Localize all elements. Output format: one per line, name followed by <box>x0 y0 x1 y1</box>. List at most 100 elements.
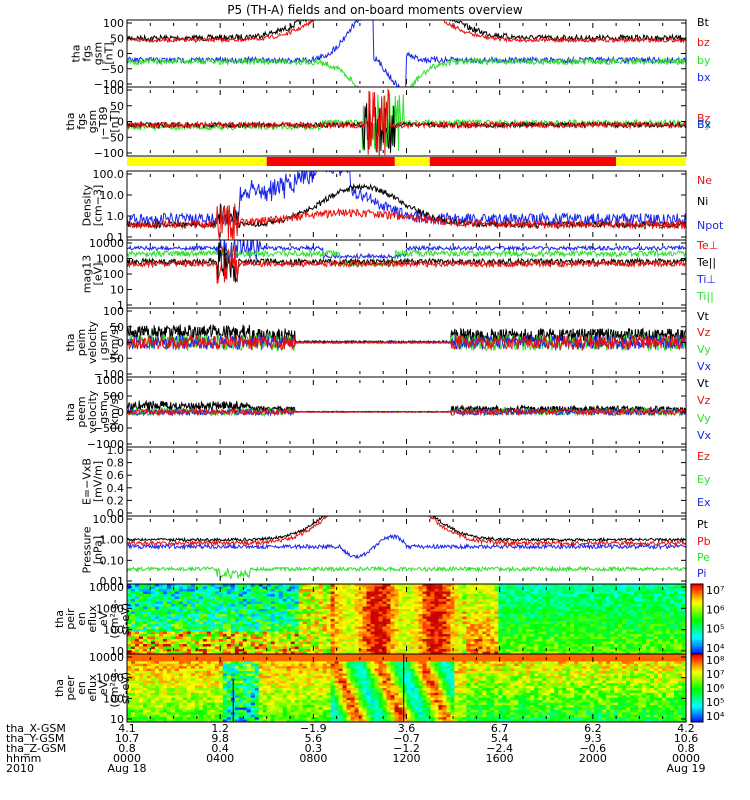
spectrogram-cell <box>534 629 539 633</box>
spectrogram-cell <box>638 591 643 595</box>
spectrogram-cell <box>386 624 392 628</box>
spectrogram-cell <box>386 604 392 608</box>
spectrogram-cell <box>218 636 224 640</box>
spectrogram-cell <box>498 594 503 598</box>
spectrogram-cell <box>434 636 440 640</box>
spectrogram-cell <box>358 629 364 633</box>
spectrogram-cell <box>254 649 260 653</box>
spectrogram-cell <box>226 619 232 623</box>
spectrogram-cell <box>402 646 408 650</box>
spectrogram-cell <box>462 634 467 638</box>
spectrogram-cell <box>382 631 388 635</box>
spectrogram-cell <box>358 614 364 618</box>
spectrogram-cell <box>138 678 144 682</box>
spectrogram-cell <box>518 634 523 638</box>
spectrogram-cell <box>642 584 647 588</box>
spectrogram-cell <box>186 646 192 650</box>
spectrogram-cell <box>374 651 380 654</box>
spectrogram-cell <box>442 594 448 598</box>
spectrogram-cell <box>594 621 599 625</box>
spectrogram-cell <box>630 614 635 618</box>
spectrogram-cell <box>642 611 647 615</box>
spectrogram-cell <box>490 629 495 633</box>
spectrogram-cell <box>578 594 583 598</box>
spectrogram-cell <box>202 616 208 620</box>
legend-Vy: Vy <box>697 412 711 425</box>
spectrogram-cell <box>142 705 148 709</box>
spectrogram-cell <box>338 624 344 628</box>
spectrogram-cell <box>650 651 655 654</box>
spectrogram-cell <box>166 606 172 610</box>
spectrogram-cell <box>498 649 503 653</box>
spectrogram-cell <box>670 651 675 654</box>
spectrogram-cell <box>214 616 220 620</box>
spectrogram-cell <box>322 591 328 595</box>
spectrogram-cell <box>250 629 256 633</box>
spectrogram-cell <box>214 624 220 628</box>
spectrogram-cell <box>546 629 551 633</box>
spectrogram-cell <box>238 619 244 623</box>
spectrogram-cell <box>310 619 316 623</box>
legend-Vt: Vt <box>697 377 710 390</box>
spectrogram-cell <box>458 601 463 605</box>
spectrogram-cell <box>354 611 360 615</box>
spectrogram-cell <box>622 649 627 653</box>
spectrogram-cell <box>602 626 607 630</box>
spectrogram-cell <box>342 586 348 590</box>
spectrogram-cell <box>274 584 280 588</box>
spectrogram-cell <box>594 646 599 650</box>
spectrogram-cell <box>482 649 487 653</box>
spectrogram-cell <box>482 589 487 593</box>
spectrogram-cell <box>162 624 168 628</box>
spectrogram-cell <box>318 601 324 605</box>
spectrogram-cell <box>582 599 587 603</box>
series-Vz <box>127 334 686 352</box>
spectrogram-cell <box>490 609 495 613</box>
spectrogram-cell <box>518 641 523 645</box>
spectrogram-cell <box>566 604 571 608</box>
spectrogram-cell <box>654 596 659 600</box>
spectrogram-cell <box>614 609 619 613</box>
spectrogram-cell <box>406 584 412 588</box>
spectrogram-cell <box>446 616 452 620</box>
spectrogram-cell <box>622 616 627 620</box>
spectrogram-cell <box>658 631 663 635</box>
spectrogram-cell <box>146 599 152 603</box>
spectrogram-cell <box>370 601 376 605</box>
spectrogram-cell <box>234 596 240 600</box>
spectrogram-cell <box>154 697 160 701</box>
y-tick-label: 0.10 <box>100 554 125 567</box>
spectrogram-cell <box>546 619 551 623</box>
spectrogram-cell <box>130 680 136 684</box>
spectrogram-cell <box>366 626 372 630</box>
spectrogram-cell <box>382 596 388 600</box>
spectrogram-cell <box>230 616 236 620</box>
spectrogram-cell <box>438 584 444 588</box>
spectrogram-cell <box>446 604 452 608</box>
spectrogram-cell <box>646 591 651 595</box>
spectrogram-cell <box>198 609 204 613</box>
spectrogram-cell <box>310 614 316 618</box>
spectrogram-cell <box>626 629 631 633</box>
spectrogram-cell <box>346 649 352 653</box>
spectrogram-cell <box>478 636 483 640</box>
spectrogram-cell <box>174 624 180 628</box>
spectrogram-cell <box>462 646 467 650</box>
spectrogram-cell <box>166 658 172 662</box>
spectrogram-cell <box>338 621 344 625</box>
spectrogram-cell <box>654 586 659 590</box>
spectrogram-cell <box>642 644 647 648</box>
spectrogram-cell <box>522 646 527 650</box>
spectrogram-cell <box>650 629 655 633</box>
spectrogram-cell <box>242 639 248 643</box>
mode-segment <box>616 157 686 166</box>
spectrogram-cell <box>438 601 444 605</box>
spectrogram-cell <box>590 584 595 588</box>
spectrogram-cell <box>482 644 487 648</box>
colorbar-cell <box>691 595 703 599</box>
spectrogram-cell <box>178 624 184 628</box>
spectrogram-cell <box>450 636 456 640</box>
spectrogram-cell <box>322 616 328 620</box>
spectrogram-cell <box>362 644 368 648</box>
